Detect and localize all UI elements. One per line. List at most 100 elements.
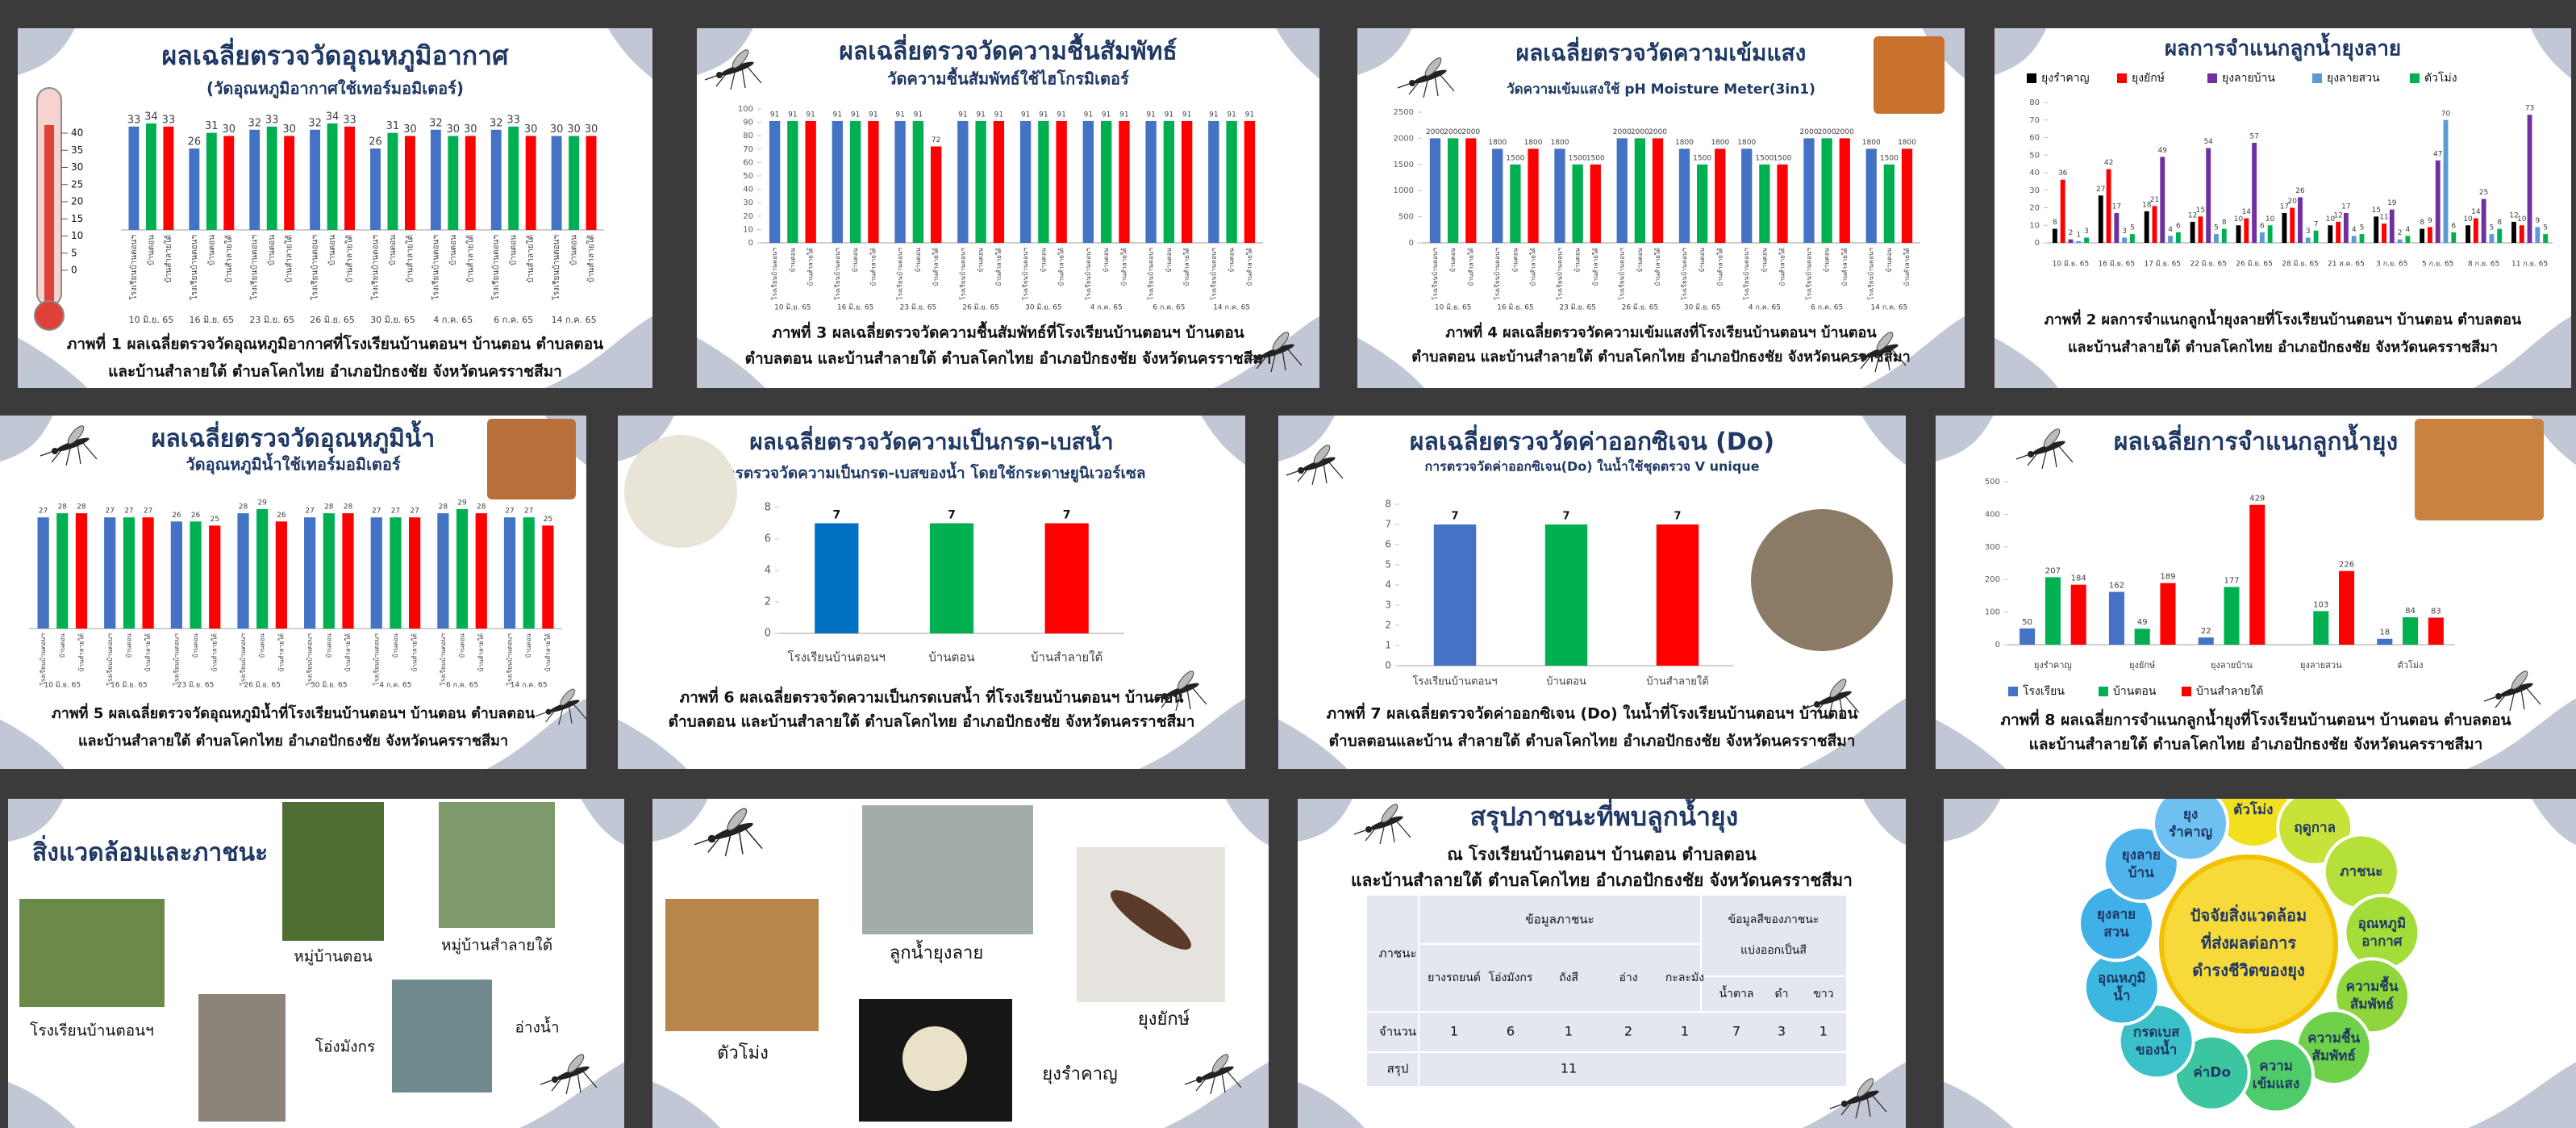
value-label: 26 [188,136,202,148]
mosquito-leg [1886,349,1890,371]
x-tick-label: 26 มิ.ย. 65 [1622,303,1659,312]
mosquito-body [56,437,90,452]
mosquito-wing [67,425,85,445]
x-tick-label: 10 มิ.ย. 65 [44,681,81,690]
mosquito-leg [1849,357,1861,363]
bar [409,517,421,629]
value-label: 30 [223,123,236,136]
series-name-label: โรงเรียนบ้านตอนฯ [306,633,314,686]
bar [1554,148,1565,243]
value-label: 91 [914,111,923,119]
mosquito-leg [1286,470,1298,476]
series-name-label: โรงเรียนบ้านตอนฯ [189,235,199,300]
mosquito-wing [567,1054,585,1073]
bar [542,525,554,629]
y-tick-label: 0 [1409,239,1414,248]
value-label: 91 [1165,111,1173,119]
factor-label: อากาศ [2361,934,2403,950]
series-name-label: บ้านสำลายใต้ [164,235,173,283]
series-name-label: บ้านสำลายใต้ [277,633,285,672]
mosquito-head [707,834,716,843]
factor-label: สัมพัทธ์ [2350,996,2394,1013]
value-label: 91 [1039,111,1048,119]
bar [975,120,986,243]
series-name-label: บ้านสำลายใต้ [1716,248,1724,286]
bar [1715,148,1726,243]
slide-blob [1861,315,1965,388]
series-name-label: โรงเรียนบ้านตอนฯ [239,633,247,686]
table-bg [1367,896,1846,1086]
series-name-label: โรงเรียนบ้านตอนฯ [1147,248,1155,300]
series-name-label: บ้านสำลายใต้ [1246,248,1253,286]
value-label: 3 [2084,228,2089,236]
bar [2020,628,2036,645]
legend-swatch [2312,73,2322,83]
y-tick-label: 30 [2029,186,2040,195]
bar [525,136,536,230]
series-name-label: บ้านตอน [192,633,199,658]
slide-blob [1944,799,2001,842]
mosquito-icon [704,49,762,90]
slide: ผลเฉลี่ยตรวจวัดความเข้มแสงวัดความเข้มแสง… [1357,28,1965,388]
bar [2122,237,2128,243]
bar [1429,138,1441,243]
series-name-label: บ้านสำลายใต้ [405,235,415,283]
bar [868,120,879,243]
bar [2108,591,2124,645]
slide-blob [1936,719,2007,769]
bar [2130,234,2135,243]
value-label: 103 [2313,600,2328,609]
y-tick-label: 2000 [1394,134,1414,143]
series-name-label: บ้านสำลายใต้ [586,235,596,283]
mosquito-leg [724,832,732,857]
value-label: 11 [2379,214,2388,222]
bar [769,120,781,243]
value-label: 84 [2405,607,2416,616]
y-tick-label: 2 [1385,620,1391,631]
bar [2252,143,2257,243]
bar [2535,227,2541,243]
mosquito-leg [577,1072,581,1093]
caption: และบ้านสำลายใต้ ตำบลโคกไทย อำเภอปักธงชัย… [2068,338,2498,356]
y-tick-label: 10 [2029,221,2040,230]
slide-blob [1201,416,1245,466]
series-name-label: บ้านตอน [59,633,66,658]
mosquito-head [552,1076,558,1083]
mosquito-body [1165,683,1199,697]
series-name-label: บ้านสำลายใต้ [995,248,1002,286]
slide-blob [1995,28,2047,75]
x-tick-label: 26 มิ.ย. 65 [962,303,999,312]
mosquito-leg [2495,691,2509,708]
photo [862,805,1033,934]
slide-blob [1802,1062,1906,1128]
value-label: 14 [2471,208,2481,216]
series-name-label: บ้านตอน [1824,247,1831,272]
bar [310,129,321,230]
x-tick-label: 30 มิ.ย. 65 [370,315,415,325]
value-label: 5 [2130,224,2135,232]
slide-blob [1995,337,2058,388]
mosquito-leg [1270,351,1277,373]
y-tick-label: 20 [2029,204,2040,213]
legend-label: ตัวโม่ง [2424,71,2457,85]
mosquito-leg [1813,699,1828,716]
y-tick-label: 50 [2029,151,2040,160]
bar [503,517,516,629]
mosquito-icon [535,688,586,725]
series-name-label: โรงเรียนบ้านตอนฯ [430,235,440,300]
y-tick-label: 100 [1985,608,2000,617]
mosquito-body [1261,344,1294,358]
bar [2443,119,2449,243]
bar [209,525,221,629]
table-cell: 1 [1819,1024,1828,1039]
table-header: แบ่งออกเป็นสี [1740,942,1807,957]
value-label: 91 [1119,111,1128,119]
value-label: 54 [2203,138,2213,146]
mosquito-leg [77,443,81,465]
series-name-label: บ้านตอน [1228,247,1236,272]
value-label: 189 [2160,573,2175,582]
series-name-label: บ้านสำลายใต้ [77,633,85,672]
bar [2451,232,2457,243]
x-tick-label: ยุงยักษ์ [2129,660,2155,671]
value-label: 32 [308,117,322,129]
